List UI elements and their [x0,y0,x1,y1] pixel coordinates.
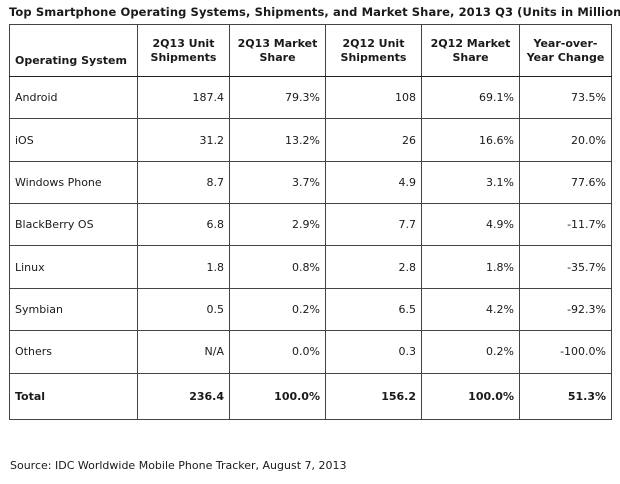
total-2q13-share: 100.0% [229,372,326,421]
table-row: BlackBerry OS 6.8 2.9% 7.7 4.9% -11.7% [9,203,612,247]
cell-2q12-shipments: 4.9 [325,160,422,205]
cell-yoy-change: 77.6% [519,160,612,205]
table-row: Others N/A 0.0% 0.3 0.2% -100.0% [9,330,612,374]
cell-2q12-shipments: 0.3 [325,330,422,374]
cell-2q12-shipments: 6.5 [325,287,422,332]
header-2q13-unit-shipments: 2Q13 Unit Shipments [137,24,230,77]
shipments-table: Operating System 2Q13 Unit Shipments 2Q1… [9,24,612,421]
cell-2q13-shipments: 1.8 [137,245,230,289]
cell-2q12-share: 3.1% [421,160,520,205]
total-yoy-change: 51.3% [519,372,612,421]
table-row: Linux 1.8 0.8% 2.8 1.8% -35.7% [9,245,612,289]
cell-2q12-shipments: 108 [325,75,422,120]
cell-2q13-shipments: 31.2 [137,118,230,162]
cell-2q13-share: 0.2% [229,287,326,332]
cell-2q13-share: 79.3% [229,75,326,120]
cell-yoy-change: 73.5% [519,75,612,120]
table-row: iOS 31.2 13.2% 26 16.6% 20.0% [9,118,612,162]
header-operating-system: Operating System [9,24,138,77]
cell-2q12-share: 0.2% [421,330,520,374]
source-note: Source: IDC Worldwide Mobile Phone Track… [10,459,347,472]
total-label: Total [9,372,138,421]
cell-os: Symbian [9,287,138,332]
cell-2q13-share: 13.2% [229,118,326,162]
cell-os: Linux [9,245,138,289]
cell-yoy-change: -92.3% [519,287,612,332]
cell-yoy-change: 20.0% [519,118,612,162]
cell-2q12-share: 69.1% [421,75,520,120]
cell-2q13-share: 3.7% [229,160,326,205]
cell-2q12-share: 4.9% [421,203,520,247]
cell-2q13-share: 2.9% [229,203,326,247]
header-2q12-market-share: 2Q12 Market Share [421,24,520,77]
cell-2q13-shipments: 0.5 [137,287,230,332]
cell-yoy-change: -100.0% [519,330,612,374]
cell-2q12-share: 16.6% [421,118,520,162]
cell-2q13-shipments: N/A [137,330,230,374]
cell-os: Others [9,330,138,374]
cell-2q13-shipments: 8.7 [137,160,230,205]
header-row: Operating System 2Q13 Unit Shipments 2Q1… [9,24,612,77]
table-title: Top Smartphone Operating Systems, Shipme… [9,5,620,19]
cell-yoy-change: -11.7% [519,203,612,247]
cell-2q12-shipments: 7.7 [325,203,422,247]
cell-os: Windows Phone [9,160,138,205]
header-2q12-unit-shipments: 2Q12 Unit Shipments [325,24,422,77]
cell-2q13-shipments: 187.4 [137,75,230,120]
cell-os: iOS [9,118,138,162]
cell-2q12-shipments: 26 [325,118,422,162]
cell-2q13-share: 0.0% [229,330,326,374]
total-2q12-shipments: 156.2 [325,372,422,421]
cell-os: Android [9,75,138,120]
table-row: Symbian 0.5 0.2% 6.5 4.2% -92.3% [9,287,612,332]
table-row: Android 187.4 79.3% 108 69.1% 73.5% [9,75,612,120]
total-2q13-shipments: 236.4 [137,372,230,421]
cell-2q12-shipments: 2.8 [325,245,422,289]
cell-2q13-share: 0.8% [229,245,326,289]
total-2q12-share: 100.0% [421,372,520,421]
table-row: Windows Phone 8.7 3.7% 4.9 3.1% 77.6% [9,160,612,205]
cell-2q12-share: 4.2% [421,287,520,332]
cell-yoy-change: -35.7% [519,245,612,289]
header-2q13-market-share: 2Q13 Market Share [229,24,326,77]
header-year-over-year-change: Year-over-Year Change [519,24,612,77]
total-row: Total 236.4 100.0% 156.2 100.0% 51.3% [9,372,612,421]
cell-2q13-shipments: 6.8 [137,203,230,247]
cell-os: BlackBerry OS [9,203,138,247]
cell-2q12-share: 1.8% [421,245,520,289]
